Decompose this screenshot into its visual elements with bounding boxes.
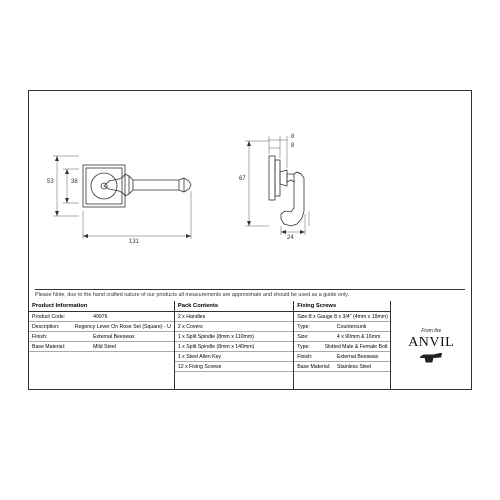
- disclaimer-note: Please Note, due to the hand crafted nat…: [35, 289, 465, 298]
- row-label: Finish:: [297, 354, 337, 360]
- drawing-area: 53 38 131: [29, 91, 471, 286]
- row-value: External Beeswax: [93, 334, 171, 340]
- table-row: Size:4 x 90mm & 16mm: [294, 332, 390, 342]
- row-value: 4 x 90mm & 16mm: [337, 334, 388, 340]
- front-elevation: 53 38 131: [49, 121, 209, 261]
- info-tables: Product Information Product Code:49976 D…: [29, 301, 471, 389]
- brand-logo: From the ANVIL: [391, 301, 471, 389]
- table-row: 12 x Fixing Screws: [175, 362, 293, 372]
- brand-tagline: From the: [421, 328, 441, 334]
- table-row: Type:Countersunk: [294, 322, 390, 332]
- table-row: Base Material:Stainless Steel: [294, 362, 390, 372]
- table-row: 1 x Steel Allen Key: [175, 352, 293, 362]
- dim-side-top2: 8: [291, 143, 294, 149]
- table-row: Finish:External Beeswax: [29, 332, 174, 342]
- table-row: Finish:External Beeswax: [294, 352, 390, 362]
- dim-side-top1: 8: [291, 134, 294, 140]
- row-value: External Beeswax: [337, 354, 388, 360]
- row-value: 8 x Gauge 8 x 3/4" (4mm x 19mm): [309, 314, 388, 320]
- table-row: 2 x Covers: [175, 322, 293, 332]
- table-row: Type:Slotted Male & Female Bolt: [294, 342, 390, 352]
- product-info-column: Product Information Product Code:49976 D…: [29, 301, 175, 389]
- dim-side-depth: 24: [287, 235, 294, 241]
- pack-contents-column: Pack Contents 2 x Handles 2 x Covers 1 x…: [175, 301, 294, 389]
- drawing-sheet: 53 38 131: [28, 90, 472, 390]
- dim-front-rose: 38: [71, 179, 78, 185]
- row-value: Slotted Male & Female Bolt: [325, 344, 388, 350]
- row-label: Type:: [297, 344, 324, 350]
- table-row: 1 x Split Spindle (8mm x 110mm): [175, 332, 293, 342]
- row-value: Mild Steel: [93, 344, 171, 350]
- row-label: Finish:: [32, 334, 93, 340]
- dim-front-height: 53: [47, 179, 54, 185]
- side-elevation: 67 24 8 8: [239, 116, 449, 266]
- table-row: Base Material:Mild Steel: [29, 342, 174, 352]
- row-label: Size:: [297, 314, 309, 320]
- table-row: Size:8 x Gauge 8 x 3/4" (4mm x 19mm): [294, 312, 390, 322]
- brand-name: ANVIL: [408, 335, 454, 351]
- row-label: Size:: [297, 334, 337, 340]
- product-info-header: Product Information: [29, 301, 174, 312]
- row-label: Product Code:: [32, 314, 93, 320]
- table-row: 2 x Handles: [175, 312, 293, 322]
- table-row: Description:Regency Lever On Rose Set (S…: [29, 322, 174, 332]
- dim-front-width: 131: [129, 239, 139, 245]
- row-value: 49976: [93, 314, 171, 320]
- brand-column: From the ANVIL: [391, 301, 471, 389]
- pack-contents-header: Pack Contents: [175, 301, 293, 312]
- row-label: Base Material:: [297, 364, 337, 370]
- row-value: Countersunk: [337, 324, 388, 330]
- row-value: Stainless Steel: [337, 364, 388, 370]
- row-value: Regency Lever On Rose Set (Square) - U: [75, 324, 171, 330]
- dim-side-height: 67: [239, 176, 246, 182]
- row-label: Description:: [32, 324, 75, 330]
- row-label: Type:: [297, 324, 337, 330]
- row-label: Base Material:: [32, 344, 93, 350]
- fixing-screws-header: Fixing Screws: [294, 301, 390, 312]
- anvil-icon: [420, 353, 442, 363]
- table-row: Product Code:49976: [29, 312, 174, 322]
- table-row: 1 x Split Spindle (8mm x 140mm): [175, 342, 293, 352]
- fixing-screws-column: Fixing Screws Size:8 x Gauge 8 x 3/4" (4…: [294, 301, 391, 389]
